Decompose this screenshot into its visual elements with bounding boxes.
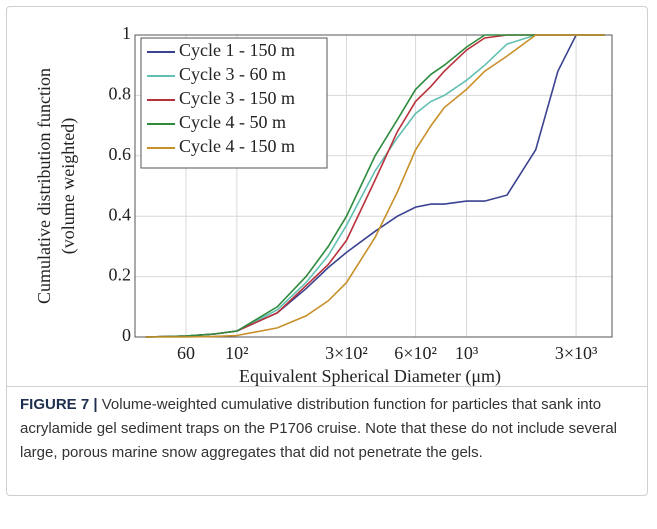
caption: FIGURE 7 | Volume-weighted cumulative di… bbox=[20, 393, 640, 465]
legend-box bbox=[140, 37, 328, 169]
y-tick-label: 0.6 bbox=[109, 144, 132, 164]
x-axis-label: Equivalent Spherical Diameter (μm) bbox=[239, 366, 501, 386]
y-axis-label: (volume weighted) bbox=[58, 118, 79, 254]
caption-label: FIGURE 7 | bbox=[20, 396, 98, 413]
separator bbox=[6, 386, 648, 387]
plot-border bbox=[134, 34, 613, 338]
chart: Equivalent Spherical Diameter (μm) Cumul… bbox=[34, 23, 613, 386]
legend-label: Cycle 3 - 150 m bbox=[179, 88, 295, 108]
legend-label: Cycle 4 - 50 m bbox=[179, 112, 286, 132]
legend-label: Cycle 1 - 150 m bbox=[179, 40, 295, 60]
y-tick-label: 1 bbox=[122, 23, 131, 43]
x-tick-label: 10³ bbox=[455, 343, 479, 363]
legend-label: Cycle 4 - 150 m bbox=[179, 136, 295, 156]
legend-label: Cycle 3 - 60 m bbox=[179, 64, 286, 84]
y-tick-label: 0 bbox=[122, 325, 131, 345]
series-line bbox=[145, 34, 605, 338]
series-line bbox=[145, 34, 605, 338]
y-tick-label: 0.2 bbox=[109, 265, 132, 285]
x-tick-label: 3×10³ bbox=[555, 343, 598, 363]
figure-frame bbox=[6, 6, 648, 496]
y-tick-label: 0.4 bbox=[109, 204, 132, 224]
y-tick-label: 0.8 bbox=[109, 84, 132, 104]
x-tick-label: 60 bbox=[177, 343, 195, 363]
x-tick-label: 10² bbox=[225, 343, 248, 363]
caption-text: Volume-weighted cumulative distribution … bbox=[20, 396, 618, 461]
y-axis-label: Cumulative distribution function bbox=[34, 68, 54, 304]
x-tick-label: 6×10² bbox=[394, 343, 437, 363]
x-tick-label: 3×10² bbox=[325, 343, 368, 363]
